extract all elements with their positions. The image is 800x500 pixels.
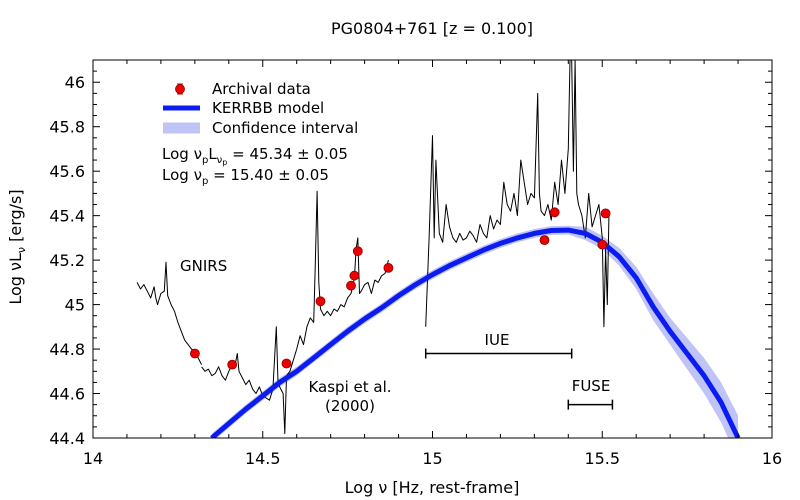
y-tick-label: 44.4 xyxy=(49,429,85,448)
legend-label-archival: Archival data xyxy=(212,80,311,98)
spectrum-uv xyxy=(425,60,610,328)
x-tick-label: 15.5 xyxy=(584,449,620,468)
annotation-kaspi-line1: Kaspi et al. xyxy=(308,378,391,396)
y-axis-title: Log νLν [erg/s] xyxy=(6,189,28,304)
archival-point xyxy=(597,239,608,250)
archival-point xyxy=(227,359,238,370)
archival-points-layer xyxy=(189,207,611,370)
annotation-gnirs: GNIRS xyxy=(180,257,227,275)
y-tick-label: 45 xyxy=(65,296,85,315)
y-tick-label: 45.6 xyxy=(49,162,85,181)
confidence-band-layer xyxy=(211,225,739,438)
axes-layer: 14 14.5 15 15.5 16 44.4 44.6 44.8 45 45.2 45.4 45.6… xyxy=(49,59,782,468)
legend-label-kerrbb: KERRBB model xyxy=(212,99,324,117)
y-tick-label: 45.2 xyxy=(49,251,85,270)
legend: Archival data KERRBB model Confidence in… xyxy=(163,80,358,137)
plot-frame xyxy=(92,59,773,439)
fit-luminosity-text: Log νpLνp = 45.34 ± 0.05 xyxy=(162,145,348,167)
archival-point xyxy=(383,262,394,273)
archival-point xyxy=(346,280,356,291)
archival-point xyxy=(600,208,611,219)
archival-point xyxy=(349,270,360,281)
x-tick-label: 15 xyxy=(422,449,442,468)
annotation-iue: IUE xyxy=(485,331,510,349)
y-tick-label: 45.4 xyxy=(49,207,85,226)
archival-point xyxy=(315,296,326,307)
x-axis-title: Log ν [Hz, rest-frame] xyxy=(345,478,520,497)
fit-frequency-text: Log νp = 15.40 ± 0.05 xyxy=(162,166,329,187)
kerrbb-model-layer xyxy=(210,227,741,438)
legend-marker-archival xyxy=(175,84,185,94)
archival-point xyxy=(352,246,363,257)
y-tick-label: 46 xyxy=(65,73,85,92)
chart-title: PG0804+761 [z = 0.100] xyxy=(331,19,533,38)
confidence-band xyxy=(211,225,739,438)
y-tick-label: 44.6 xyxy=(49,385,85,404)
archival-point xyxy=(549,207,560,218)
annotation-fuse: FUSE xyxy=(572,377,611,395)
archival-point xyxy=(281,358,292,369)
x-tick-label: 14.5 xyxy=(245,449,281,468)
legend-label-confidence: Confidence interval xyxy=(212,119,358,137)
y-tick-label: 44.8 xyxy=(49,340,85,359)
archival-point xyxy=(189,348,200,359)
archival-point xyxy=(539,235,550,246)
spectrum-gnirs xyxy=(136,261,203,365)
spectrum-optical xyxy=(201,190,389,435)
x-tick-label: 14 xyxy=(83,449,103,468)
annotation-kaspi-line2: (2000) xyxy=(325,397,375,415)
x-tick-label: 16 xyxy=(762,449,782,468)
y-tick-label: 45.8 xyxy=(49,118,85,137)
spectrum-layer xyxy=(136,60,610,435)
kerrbb-model-line xyxy=(210,227,741,438)
